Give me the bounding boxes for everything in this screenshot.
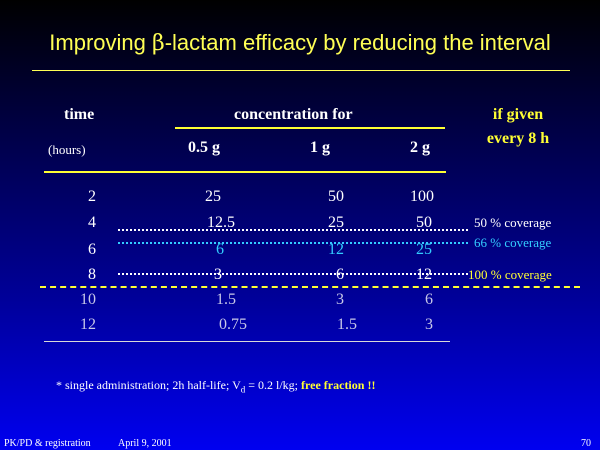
- coverage-dashed-line: [40, 286, 580, 288]
- row-time-6: 6: [88, 241, 96, 258]
- table-bottom-rule: [44, 341, 450, 342]
- row4-dotted-line: [118, 229, 468, 231]
- coverage-100: 100 % coverage: [468, 267, 552, 282]
- header-hours: (hours): [48, 142, 86, 157]
- row-time-2: 2: [88, 188, 96, 205]
- concentration-underline: [175, 127, 445, 129]
- row-time-12: 12: [80, 316, 96, 333]
- row6-dose-1: 12: [328, 241, 344, 258]
- coverage-66: 66 % coverage: [474, 235, 552, 250]
- row6-dose-0: 6: [216, 241, 224, 258]
- header-dose-1: 1 g: [310, 139, 330, 156]
- footer-date: April 9, 2001: [118, 438, 172, 449]
- footer-page-number: 70: [581, 438, 591, 449]
- row4-dose-1: 25: [328, 214, 344, 231]
- footnote-part1: * single administration; 2h half-life; V: [56, 378, 241, 392]
- row10-dose-2: 6: [425, 291, 433, 308]
- row6-dotted-line: [118, 242, 468, 244]
- row-time-8: 8: [88, 266, 96, 283]
- row2-dose-1: 50: [328, 188, 344, 205]
- row6-dose-2: 25: [416, 241, 432, 258]
- row8-dose-1: 6: [336, 266, 344, 283]
- slide-title: Improving β-lactam efficacy by reducing …: [0, 30, 600, 56]
- footnote: * single administration; 2h half-life; V…: [56, 378, 375, 394]
- row-time-10: 10: [80, 291, 96, 308]
- footnote-free-fraction: free fraction !!: [301, 378, 376, 392]
- row8-dotted-line: [118, 273, 468, 275]
- row-time-4: 4: [88, 214, 96, 231]
- header-if-given: if given: [492, 106, 544, 123]
- footnote-part2: = 0.2 l/kg;: [245, 378, 302, 392]
- row10-dose-1: 3: [336, 291, 344, 308]
- title-rest: -lactam efficacy by reducing the interva…: [164, 30, 551, 55]
- header-underline: [44, 171, 446, 173]
- row2-dose-0: 25: [205, 188, 221, 205]
- row2-dose-2: 100: [410, 188, 434, 205]
- row8-dose-2: 12: [416, 266, 432, 283]
- coverage-50: 50 % coverage: [474, 215, 552, 230]
- header-dose-0: 0.5 g: [188, 139, 220, 156]
- footer-left: PK/PD & registration: [4, 438, 91, 449]
- row4-dose-2: 50: [416, 214, 432, 231]
- row12-dose-0: 0.75: [219, 316, 247, 333]
- row12-dose-2: 3: [425, 316, 433, 333]
- row8-dose-0: 3: [214, 266, 222, 283]
- header-dose-2: 2 g: [410, 139, 430, 156]
- header-time: time: [64, 106, 95, 123]
- row4-dose-0: 12.5: [207, 214, 235, 231]
- title-prefix: Improving: [49, 30, 152, 55]
- row10-dose-0: 1.5: [216, 291, 236, 308]
- footnote-sub: d: [240, 384, 246, 395]
- header-every-8h: every 8 h: [486, 130, 550, 147]
- header-concentration: concentration for: [234, 106, 353, 123]
- title-underline: [32, 70, 570, 71]
- row12-dose-1: 1.5: [337, 316, 357, 333]
- title-beta: β: [152, 31, 165, 56]
